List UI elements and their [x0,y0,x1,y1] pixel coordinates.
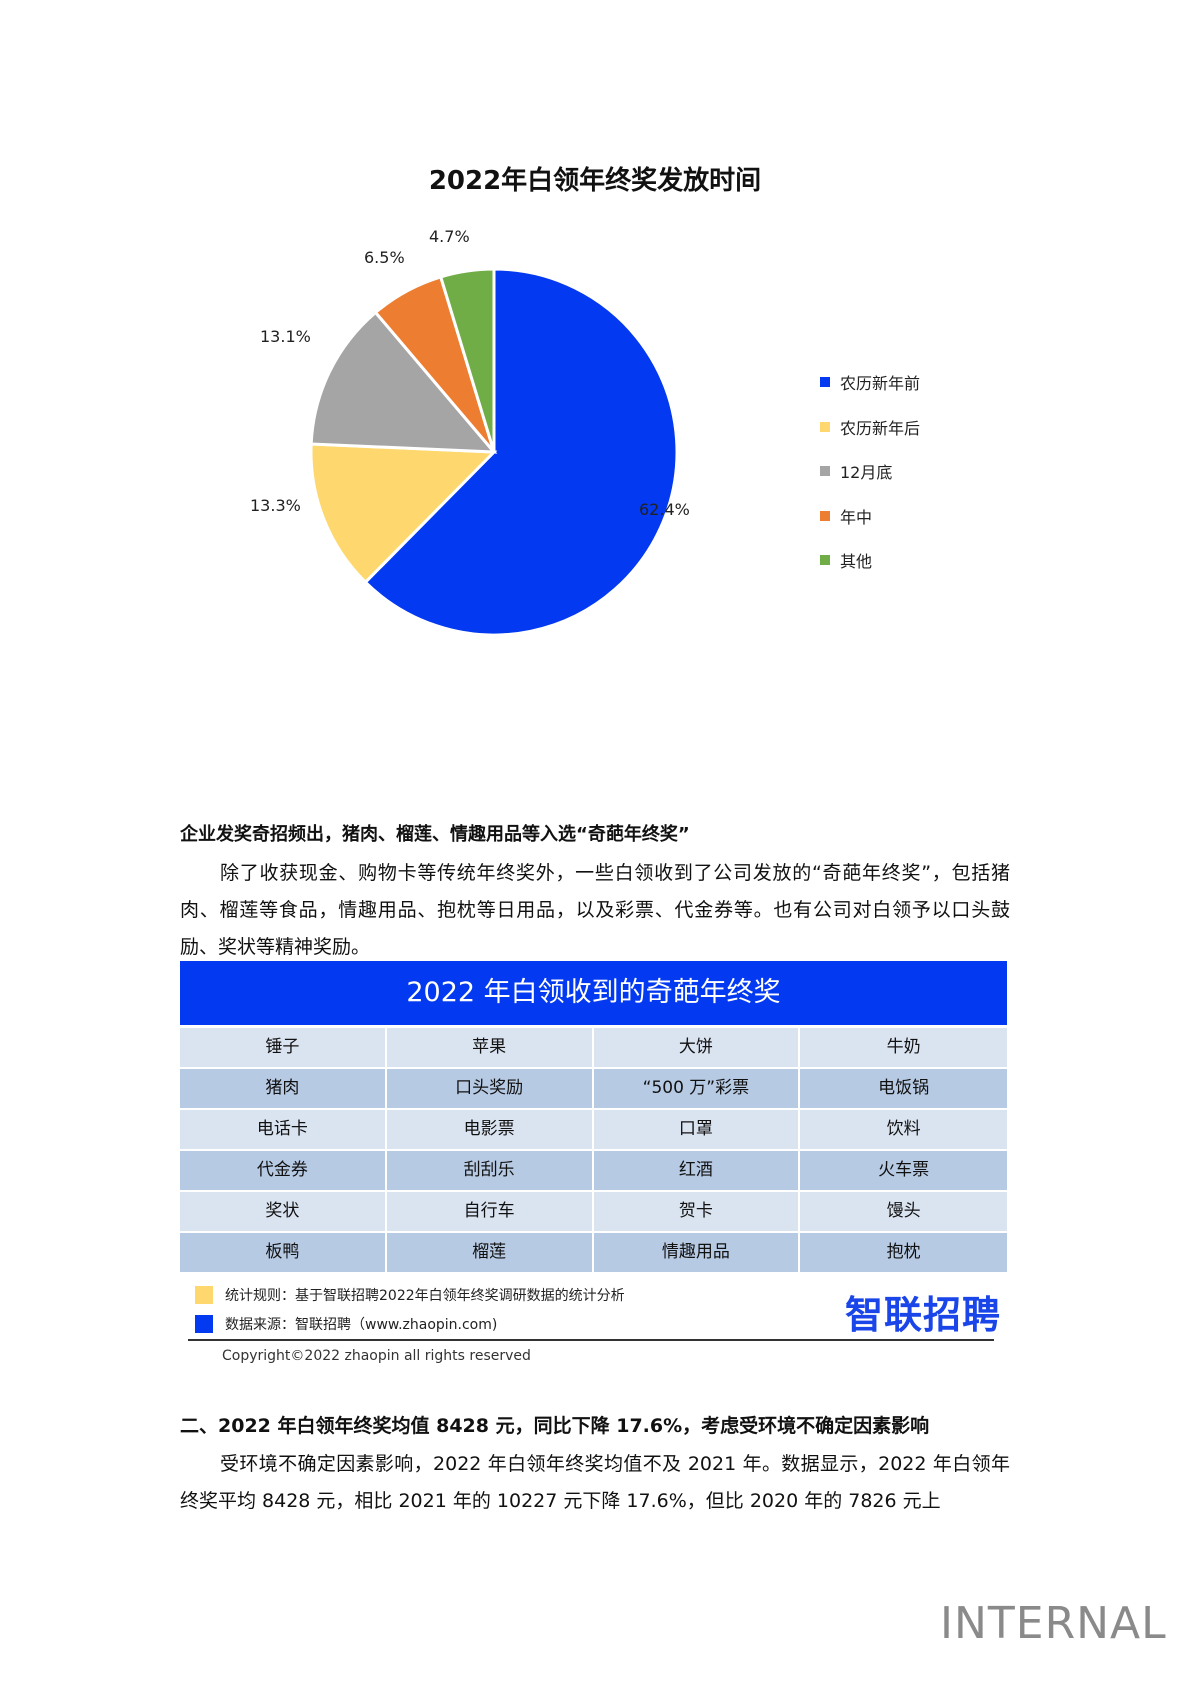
table-title: 2022 年白领收到的奇葩年终奖 [180,961,1007,1025]
note-source-text: 数据来源：智联招聘（www.zhaopin.com) [225,1316,498,1333]
table-cell: 贺卡 [593,1192,801,1233]
internal-watermark: INTERNAL [940,1598,1167,1649]
table-cell: 猪肉 [180,1069,387,1110]
quirky-bonus-table: 2022 年白领收到的奇葩年终奖 锤子 苹果 大饼 牛奶猪肉 口头奖励 “500 万”彩票… [180,961,1007,1274]
table-cell: 电影票 [386,1110,594,1151]
table-cell: 饮料 [800,1110,1007,1151]
yellow-square-icon [195,1285,213,1304]
note-rule: 统计规则：基于智联招聘2022年白领年终奖调研数据的统计分析 [195,1280,625,1309]
table-cell: 抱枕 [800,1233,1007,1274]
legend-label: 农历新年后 [840,418,921,438]
slice-december [309,310,498,454]
pie-chart [309,267,679,637]
table-cell: 榴莲 [386,1233,594,1274]
pie-label-lunar-after: 13.3% [250,496,301,515]
note-source: 数据来源：智联招聘（www.zhaopin.com) [195,1309,625,1338]
slice-lunar-before [363,267,679,637]
table-cell: 情趣用品 [593,1233,801,1274]
table-cell: 电饭锅 [800,1069,1007,1110]
note-rule-text: 统计规则：基于智联招聘2022年白领年终奖调研数据的统计分析 [225,1287,625,1304]
table-cell: 刮刮乐 [386,1151,594,1192]
legend-item-other: 其他 [820,538,920,583]
divider [188,1339,994,1341]
slice-other [438,267,496,453]
section-heading-average-bonus: 二、2022 年白领年终奖均值 8428 元，同比下降 17.6%，考虑受环境不… [180,1415,930,1437]
table-cell: 大饼 [593,1028,801,1069]
blue-square-icon [195,1314,213,1333]
legend-item-lunar-after: 农历新年后 [820,405,920,450]
paragraph-average-bonus: 受环境不确定因素影响，2022 年白领年终奖均值不及 2021 年。数据显示，2… [180,1446,1010,1520]
slice-lunar-after [309,442,498,585]
pie-label-lunar-before: 62.4% [639,500,690,519]
legend-label: 农历新年前 [840,374,921,394]
table-cell: 口罩 [593,1110,801,1151]
chart-title: 2022年白领年终奖发放时间 [428,166,762,196]
copyright-text: Copyright©2022 zhaopin all rights reserv… [222,1348,531,1364]
legend-item-midyear: 年中 [820,494,920,539]
legend-item-lunar-before: 农历新年前 [820,360,920,405]
table-cell: “500 万”彩票 [593,1069,801,1110]
legend-swatch-icon [820,466,830,477]
legend-label: 其他 [840,552,873,572]
legend-label: 12月底 [840,463,893,483]
table-cell: 红酒 [593,1151,801,1192]
table-cell: 代金券 [180,1151,387,1192]
legend-swatch-icon [820,555,830,566]
table-cell: 板鸭 [180,1233,387,1274]
paragraph-text: 受环境不确定因素影响，2022 年白领年终奖均值不及 2021 年。数据显示，2… [180,1453,1010,1512]
section-heading-quirky-bonus: 企业发奖奇招频出，猪肉、榴莲、情趣用品等入选“奇葩年终奖” [180,824,690,845]
legend-swatch-icon [820,377,830,388]
table-notes: 统计规则：基于智联招聘2022年白领年终奖调研数据的统计分析 数据来源：智联招聘… [195,1280,625,1338]
legend-label: 年中 [840,507,873,527]
zhaopin-logo: 智联招聘 [845,1293,1002,1337]
table-cell: 自行车 [386,1192,594,1233]
chart-legend: 农历新年前 农历新年后 12月底 年中 其他 [820,360,920,583]
table-cell: 馒头 [800,1192,1007,1233]
table-cell: 牛奶 [800,1028,1007,1069]
legend-item-december: 12月底 [820,449,920,494]
pie-label-midyear: 6.5% [364,248,405,267]
paragraph-quirky-bonus: 除了收获现金、购物卡等传统年终奖外，一些白领收到了公司发放的“奇葩年终奖”，包括… [180,855,1010,966]
legend-swatch-icon [820,510,830,521]
pie-label-other: 4.7% [429,227,470,246]
table-cell: 电话卡 [180,1110,387,1151]
table-cell: 口头奖励 [386,1069,594,1110]
table-cell: 苹果 [386,1028,594,1069]
pie-label-december: 13.1% [260,327,311,346]
legend-swatch-icon [820,421,830,432]
paragraph-text: 除了收获现金、购物卡等传统年终奖外，一些白领收到了公司发放的“奇葩年终奖”，包括… [180,862,1010,958]
table-body: 锤子 苹果 大饼 牛奶猪肉 口头奖励 “500 万”彩票 电饭锅电话卡 电影票 口罩 饮料代金券刮… [180,1028,1007,1274]
table-cell: 火车票 [800,1151,1007,1192]
table-cell: 锤子 [180,1028,387,1069]
pie-slices [309,267,679,637]
table-cell: 奖状 [180,1192,387,1233]
